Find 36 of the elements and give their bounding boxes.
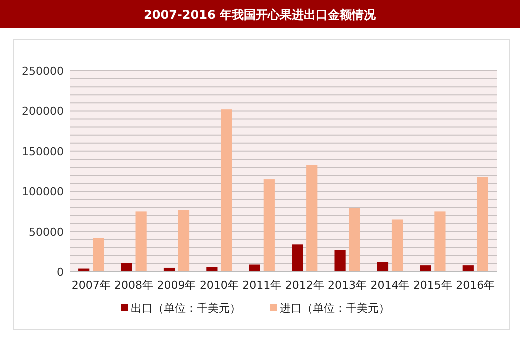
y-tick-label: 100000 xyxy=(22,186,64,199)
y-tick-label: 250000 xyxy=(22,65,64,78)
chart-title: 2007-2016 年我国开心果进出口金额情况 xyxy=(144,8,377,22)
bar xyxy=(334,250,346,272)
bar xyxy=(136,212,147,272)
y-tick-label: 150000 xyxy=(22,145,64,158)
bar xyxy=(206,267,218,272)
bar xyxy=(420,266,432,272)
x-tick-label: 2015年 xyxy=(413,279,452,292)
y-tick-label: 0 xyxy=(57,266,64,279)
y-tick-label: 200000 xyxy=(22,105,64,118)
bar xyxy=(264,180,275,272)
x-tick-label: 2007年 xyxy=(72,279,111,292)
bar xyxy=(221,110,232,272)
x-tick-label: 2010年 xyxy=(200,279,239,292)
bar xyxy=(462,266,474,272)
x-tick-label: 2013年 xyxy=(328,279,368,292)
x-tick-label: 2009年 xyxy=(157,279,196,292)
bar xyxy=(178,210,190,272)
x-tick-label: 2008年 xyxy=(114,279,154,292)
y-tick-label: 50000 xyxy=(29,226,64,239)
legend-label: 出口（单位：千美元） xyxy=(131,302,241,315)
bar xyxy=(377,262,389,272)
bar xyxy=(93,238,104,272)
bar xyxy=(349,208,360,272)
x-tick-label: 2014年 xyxy=(370,279,410,292)
x-tick-label: 2012年 xyxy=(285,279,324,292)
x-tick-label: 2011年 xyxy=(242,279,282,292)
bar xyxy=(306,165,318,272)
legend-label: 进口（单位：千美元） xyxy=(280,302,390,315)
x-tick-label: 2016年 xyxy=(456,279,496,292)
bar xyxy=(477,177,488,272)
bar xyxy=(292,244,304,272)
bar xyxy=(392,220,404,272)
bar xyxy=(121,263,132,272)
bar xyxy=(434,212,446,272)
